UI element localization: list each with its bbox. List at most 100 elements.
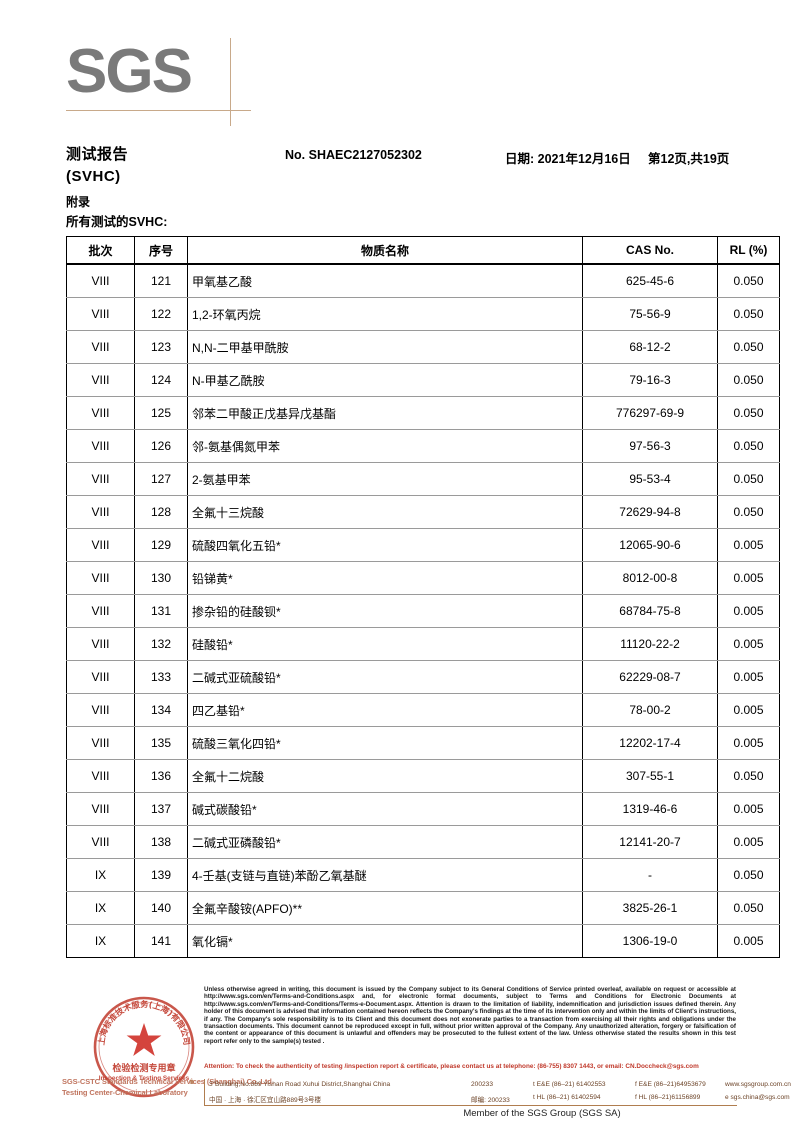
cell-rl: 0.005 [717,792,780,826]
cell-cas: 8012-00-8 [582,561,718,595]
cell-index: 137 [134,792,188,826]
cell-rl: 0.005 [717,660,780,694]
cell-batch: VIII [66,396,135,430]
legal-attention-notice: Attention: To check the authenticity of … [204,1063,699,1070]
address-en-street: 3"Building,No.889 Yishan Road Xuhui Dist… [209,1081,391,1088]
cell-batch: VIII [66,263,135,298]
company-stamp: 上海标准技术服务(上海)有限公司 检验检测专用章 Inspection & Te… [92,995,196,1099]
cell-rl: 0.005 [717,924,780,958]
cell-rl: 0.050 [717,891,780,925]
cell-substance: 硫酸三氧化四铅* [187,726,583,760]
cell-substance: 二碱式亚硫酸铅* [187,660,583,694]
cell-cas: 75-56-9 [582,297,718,331]
cell-cas: 97-56-3 [582,429,718,463]
cell-rl: 0.050 [717,396,780,430]
cell-batch: VIII [66,297,135,331]
column-header-cas: CAS No. [582,236,718,265]
column-header-index: 序号 [134,236,188,265]
page-indicator: 第12页,共19页 [648,152,730,166]
cell-batch: VIII [66,726,135,760]
cell-substance: 硅酸铅* [187,627,583,661]
address-en-tel: t E&E (86–21) 61402553 [533,1081,606,1088]
cell-index: 126 [134,429,188,463]
cell-index: 135 [134,726,188,760]
cell-cas: 1319-46-6 [582,792,718,826]
cell-rl: 0.005 [717,726,780,760]
table-row: VIII 123 N,N-二甲基甲酰胺 68-12-2 0.050 [66,330,780,364]
cell-cas: 1306-19-0 [582,924,718,958]
cell-substance: 邻-氨基偶氮甲苯 [187,429,583,463]
cell-substance: 氧化镉* [187,924,583,958]
appendix-label: 附录 [66,195,91,209]
cell-substance: 硫酸四氧化五铅* [187,528,583,562]
cell-substance: 1,2-环氧丙烷 [187,297,583,331]
table-header-row: 批次 序号 物质名称 CAS No. RL (%) [66,236,780,265]
stamp-watermark-line1: SGS-CSTC Standards Technical Services (S… [62,1077,274,1086]
table-row: VIII 127 2-氨基甲苯 95-53-4 0.050 [66,462,780,496]
table-row: VIII 122 1,2-环氧丙烷 75-56-9 0.050 [66,297,780,331]
cell-rl: 0.005 [717,693,780,727]
table-row: VIII 121 甲氧基乙酸 625-45-6 0.050 [66,263,780,298]
table-row: VIII 126 邻-氨基偶氮甲苯 97-56-3 0.050 [66,429,780,463]
logo-vertical-rule [230,38,231,126]
address-row-cn: 中国 · 上海 · 徐汇区宜山路889号3号楼 邮编: 200233 t HL … [205,1092,790,1105]
report-date: 日期: 2021年12月16日 [505,152,631,166]
cell-substance: 四乙基铅* [187,693,583,727]
svg-text:Inspection & Testing Services: Inspection & Testing Services [99,1075,190,1082]
cell-index: 131 [134,594,188,628]
cell-index: 123 [134,330,188,364]
cell-substance: 2-氨基甲苯 [187,462,583,496]
cell-batch: VIII [66,462,135,496]
sgs-member-footer: Member of the SGS Group (SGS SA) [0,1108,800,1119]
address-website: www.sgsgroup.com.cn [725,1081,791,1088]
stamp-watermark-line2: Testing Center-Chemical Laboratory [62,1088,188,1097]
cell-substance: 碱式碳酸铅* [187,792,583,826]
column-header-rl: RL (%) [717,236,780,265]
table-row: VIII 134 四乙基铅* 78-00-2 0.005 [66,693,780,727]
address-en-fax: f E&E (86–21)64953679 [635,1081,706,1088]
table-body: VIII 121 甲氧基乙酸 625-45-6 0.050 VIII 122 1,2-环氧丙烷… [66,263,780,958]
cell-cas: 12065-90-6 [582,528,718,562]
stamp-graphic: 上海标准技术服务(上海)有限公司 检验检测专用章 Inspection & Te… [93,996,195,1098]
cell-cas: - [582,858,718,892]
cell-index: 138 [134,825,188,859]
sgs-member-text: Member of the SGS Group (SGS SA) [463,1108,621,1119]
page-title-line1: 测试报告 [66,146,129,163]
cell-rl: 0.050 [717,297,780,331]
table-row: VIII 132 硅酸铅* 11120-22-2 0.005 [66,627,780,661]
cell-substance: N,N-二甲基甲酰胺 [187,330,583,364]
address-cn-fax: f HL (86–21)61156899 [635,1094,701,1101]
cell-cas: 68784-75-8 [582,594,718,628]
cell-substance: 全氟十三烷酸 [187,495,583,529]
cell-index: 121 [134,263,188,298]
address-en-zip: 200233 [471,1081,494,1088]
table-row: VIII 135 硫酸三氧化四铅* 12202-17-4 0.005 [66,726,780,760]
cell-batch: VIII [66,792,135,826]
cell-substance: 二碱式亚磷酸铅* [187,825,583,859]
cell-cas: 625-45-6 [582,263,718,298]
cell-batch: VIII [66,561,135,595]
cell-batch: VIII [66,330,135,364]
cell-batch: IX [66,924,135,958]
cell-substance: 4-壬基(支链与直链)苯酚乙氧基醚 [187,858,583,892]
cell-batch: VIII [66,759,135,793]
cell-cas: 776297-69-9 [582,396,718,430]
cell-substance: 全氟十二烷酸 [187,759,583,793]
cell-cas: 12202-17-4 [582,726,718,760]
cell-batch: VIII [66,660,135,694]
cell-index: 139 [134,858,188,892]
cell-substance: 甲氧基乙酸 [187,263,583,298]
cell-rl: 0.005 [717,825,780,859]
cell-cas: 62229-08-7 [582,660,718,694]
cell-rl: 0.005 [717,627,780,661]
cell-index: 141 [134,924,188,958]
cell-index: 134 [134,693,188,727]
cell-cas: 3825-26-1 [582,891,718,925]
cell-index: 129 [134,528,188,562]
table-row: IX 141 氧化镉* 1306-19-0 0.005 [66,924,780,958]
cell-index: 125 [134,396,188,430]
address-cn-tel: t HL (86–21) 61402594 [533,1094,601,1101]
cell-batch: VIII [66,495,135,529]
cell-index: 133 [134,660,188,694]
cell-index: 140 [134,891,188,925]
